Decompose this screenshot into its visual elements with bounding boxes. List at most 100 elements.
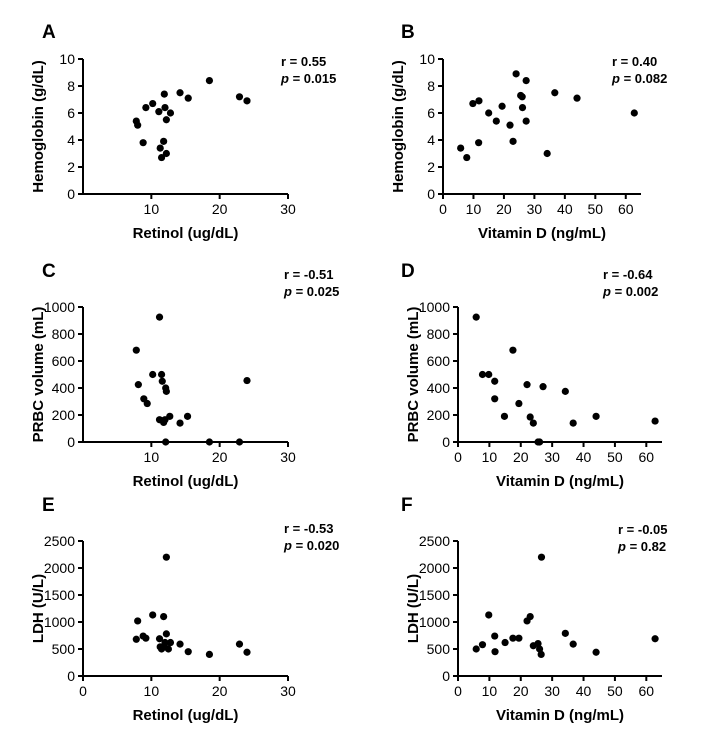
stat-p-symbol: p (611, 71, 620, 86)
data-point (543, 149, 551, 158)
panel-letter-e: E (42, 495, 55, 516)
data-point (155, 108, 163, 116)
panel-f: F 0 500 1000 1500 2000 2500 0 10 20 30 40 50 60 Vitami… (401, 495, 668, 724)
data-point (472, 313, 480, 321)
y-tick-label: 2000 (419, 560, 450, 576)
data-point (155, 635, 164, 643)
data-point (526, 413, 534, 421)
data-point (573, 94, 581, 102)
data-point (157, 370, 166, 379)
x-tick-label: 10 (144, 683, 160, 699)
data-point (235, 438, 244, 446)
panel-letter-d: D (401, 261, 415, 282)
x-tick-label: 40 (576, 683, 592, 699)
data-point (161, 104, 169, 112)
stat-p: p = 0.020 (283, 538, 339, 553)
panel-letter-f: F (401, 495, 413, 516)
data-point (166, 638, 175, 647)
y-tick-label: 400 (52, 380, 76, 396)
x-tick-label: 0 (79, 683, 87, 699)
data-point (132, 635, 140, 643)
y-tick-label: 6 (67, 105, 75, 121)
data-point (184, 648, 192, 656)
panel-e: E 0 500 1000 1500 2000 2500 0 10 20 30 Retinol (ug/… (30, 495, 339, 724)
y-tick-label: 4 (427, 132, 435, 148)
data-point (160, 90, 168, 98)
data-point (149, 611, 157, 619)
data-point (478, 370, 487, 379)
data-point (491, 632, 499, 640)
data-point (534, 640, 542, 648)
panel-b: B 0 2 4 6 8 10 0 10 20 30 40 50 60 Vitamin D (ng/mL) He… (390, 22, 667, 242)
x-tick-label: 10 (144, 201, 160, 217)
panel-letter-a: A (42, 22, 56, 43)
y-tick-label: 400 (427, 380, 451, 396)
data-point (143, 399, 151, 408)
data-point (478, 641, 487, 649)
data-point (592, 412, 600, 420)
stat-p-value: = 0.82 (626, 539, 666, 554)
y-tick-label: 600 (52, 353, 76, 369)
x-tick-label: 30 (280, 449, 296, 465)
data-point (142, 634, 150, 642)
data-point (184, 94, 192, 102)
data-point (162, 630, 170, 638)
y-axis-title: PRBC volume (mL) (405, 307, 422, 443)
y-axis-title: LDH (U/L) (405, 574, 422, 643)
data-point (561, 629, 569, 637)
data-point (205, 438, 214, 446)
stat-p-symbol: p (280, 71, 289, 86)
x-tick-label: 10 (482, 449, 498, 465)
x-tick-label: 30 (544, 683, 560, 699)
data-point (161, 638, 169, 647)
data-point (160, 137, 168, 145)
data-point (139, 139, 147, 147)
data-point (162, 116, 170, 124)
x-tick-label: 60 (618, 201, 634, 217)
x-tick-label: 20 (513, 683, 529, 699)
x-tick-label: 30 (544, 449, 560, 465)
stat-p: p = 0.082 (611, 71, 667, 86)
x-axis-title: Retinol (ug/dL) (133, 473, 239, 490)
stat-r: r = -0.51 (284, 267, 334, 282)
x-tick-label: 50 (588, 201, 604, 217)
data-point (176, 419, 184, 427)
data-point (491, 395, 499, 403)
y-tick-label: 0 (67, 668, 75, 684)
data-point (569, 640, 577, 648)
data-point (529, 419, 537, 427)
x-tick-label: 20 (212, 201, 228, 217)
data-point (651, 417, 659, 425)
data-point (134, 617, 142, 625)
data-point (592, 648, 600, 656)
x-tick-label: 0 (454, 449, 462, 465)
data-point (475, 97, 483, 105)
x-tick-label: 40 (557, 201, 573, 217)
stat-p-symbol: p (617, 539, 626, 554)
x-tick-label: 30 (280, 683, 296, 699)
data-point (475, 139, 483, 147)
stat-p-value: = 0.082 (620, 71, 667, 86)
data-point (651, 635, 659, 643)
data-point (149, 370, 157, 379)
panel-c: C 0 200 400 600 800 1000 10 20 30 Retinol (ug/dL) P… (30, 261, 339, 490)
x-tick-label: 60 (639, 683, 655, 699)
data-point (162, 438, 170, 446)
data-point (485, 109, 493, 117)
data-point (162, 553, 170, 561)
y-tick-label: 1000 (419, 614, 450, 630)
stat-r: r = -0.05 (618, 522, 668, 537)
data-point (536, 645, 544, 653)
data-point (469, 99, 477, 108)
y-axis-title: Hemoglobin (g/dL) (390, 60, 407, 192)
data-point (142, 104, 150, 112)
data-point (149, 99, 157, 108)
x-tick-label: 30 (280, 201, 296, 217)
x-tick-label: 20 (496, 201, 512, 217)
y-tick-label: 0 (427, 186, 435, 202)
panel-letter-b: B (401, 22, 415, 43)
data-point (157, 153, 166, 162)
data-point (183, 412, 192, 420)
data-point (235, 93, 244, 101)
